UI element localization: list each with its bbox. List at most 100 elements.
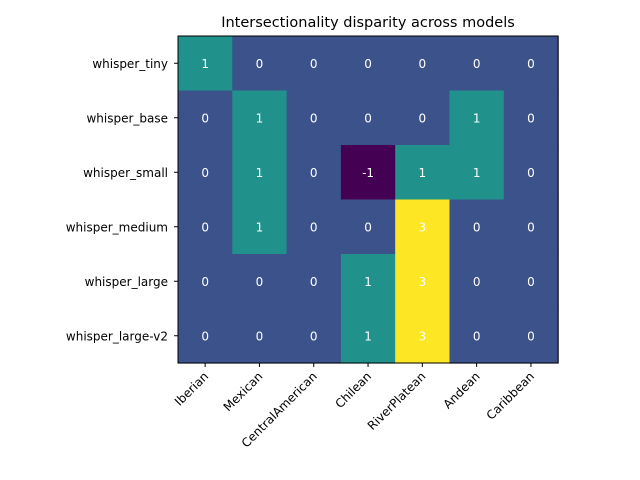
x-tick-label: Chilean — [332, 369, 374, 411]
heatmap-cell — [449, 308, 505, 364]
cell-value-label: 1 — [473, 111, 481, 125]
heatmap-cell — [503, 199, 559, 255]
heatmap-cell — [232, 145, 288, 201]
cell-value-label: 1 — [201, 57, 209, 71]
heatmap-cell — [178, 199, 233, 255]
cell-value-label: 1 — [473, 166, 481, 180]
heatmap-cell — [232, 308, 288, 364]
cell-value-label: 0 — [256, 57, 264, 71]
x-tick-label: Iberian — [172, 369, 211, 408]
cell-value-label: 0 — [201, 111, 209, 125]
y-tick-label: whisper_large — [85, 275, 168, 289]
heatmap-cell — [178, 36, 233, 92]
cell-value-label: 0 — [419, 111, 427, 125]
heatmap-cell — [503, 36, 559, 92]
heatmap-cells — [178, 36, 559, 364]
cell-value-labels: 1 0 0 0 0 0 0 0 1 0 0 0 1 0 0 1 0 -1 1 1 0 0 1 0 0 3 0 0 0 0 0 1 3 0 0 0 0 0 1… — [201, 57, 534, 344]
heatmap-cell — [178, 254, 233, 310]
cell-value-label: 0 — [201, 329, 209, 343]
heatmap-cell — [340, 308, 396, 364]
heatmap-cell — [340, 199, 396, 255]
cell-value-label: 0 — [527, 57, 535, 71]
cell-value-label: 0 — [527, 166, 535, 180]
heatmap-cell — [232, 199, 288, 255]
cell-value-label: 0 — [419, 57, 427, 71]
heatmap-cell — [503, 254, 559, 310]
cell-value-label: 0 — [310, 57, 318, 71]
heatmap-cell — [286, 254, 342, 310]
heatmap-cell — [178, 308, 233, 364]
y-tick-label: whisper_small — [83, 166, 168, 180]
cell-value-label: 0 — [527, 329, 535, 343]
heatmap-cell — [340, 254, 396, 310]
y-tick-label: whisper_large-v2 — [66, 329, 168, 343]
chart-title: Intersectionality disparity across model… — [221, 15, 515, 31]
cell-value-label: 0 — [473, 275, 481, 289]
heatmap-cell — [395, 199, 451, 255]
cell-value-label: 1 — [364, 329, 372, 343]
cell-value-label: 0 — [527, 111, 535, 125]
y-tick-label: whisper_base — [86, 111, 168, 125]
heatmap-cell — [503, 145, 559, 201]
x-tick-label: Andean — [440, 369, 482, 411]
cell-value-label: 0 — [201, 166, 209, 180]
cell-value-label: 0 — [310, 329, 318, 343]
cell-value-label: 3 — [419, 329, 427, 343]
cell-value-label: 0 — [364, 220, 372, 234]
heatmap-cell — [232, 90, 288, 146]
heatmap-cell — [395, 36, 451, 92]
heatmap-cell — [232, 36, 288, 92]
cell-value-label: 3 — [419, 220, 427, 234]
cell-value-label: 0 — [310, 275, 318, 289]
cell-value-label: 0 — [310, 111, 318, 125]
heatmap-cell — [286, 36, 342, 92]
cell-value-label: 0 — [364, 57, 372, 71]
heatmap-cell — [449, 36, 505, 92]
y-axis: whisper_tiny whisper_base whisper_smallwhi… — [66, 57, 178, 343]
heatmap-cell — [395, 90, 451, 146]
heatmap-cell — [178, 145, 233, 201]
cell-value-label: 1 — [419, 166, 427, 180]
y-tick-label: whisper_tiny — [92, 57, 168, 71]
x-tick-label: Caribbean — [484, 369, 537, 422]
cell-value-label: 0 — [256, 275, 264, 289]
heatmap-cell — [340, 145, 396, 201]
heatmap-cell — [503, 308, 559, 364]
cell-value-label: -1 — [362, 166, 374, 180]
x-tick-label: RiverPlatean — [365, 369, 429, 433]
heatmap-cell — [340, 90, 396, 146]
heatmap-cell — [503, 90, 559, 146]
x-tick-label: Mexican — [221, 369, 266, 414]
heatmap-cell — [286, 145, 342, 201]
heatmap-cell — [395, 308, 451, 364]
cell-value-label: 1 — [364, 275, 372, 289]
cell-value-label: 1 — [256, 220, 264, 234]
heatmap-cell — [340, 36, 396, 92]
heatmap-cell — [286, 199, 342, 255]
cell-value-label: 0 — [527, 220, 535, 234]
cell-value-label: 0 — [201, 220, 209, 234]
cell-value-label: 1 — [256, 111, 264, 125]
cell-value-label: 0 — [256, 329, 264, 343]
cell-value-label: 0 — [473, 220, 481, 234]
heatmap-cell — [449, 145, 505, 201]
heatmap-cell — [395, 254, 451, 310]
cell-value-label: 0 — [201, 275, 209, 289]
heatmap-cell — [395, 145, 451, 201]
cell-value-label: 0 — [473, 329, 481, 343]
cell-value-label: 0 — [310, 166, 318, 180]
heatmap-cell — [286, 90, 342, 146]
cell-value-label: 0 — [527, 275, 535, 289]
cell-value-label: 0 — [364, 111, 372, 125]
heatmap-cell — [232, 254, 288, 310]
cell-value-label: 1 — [256, 166, 264, 180]
cell-value-label: 0 — [473, 57, 481, 71]
y-tick-label: whisper_medium — [66, 220, 168, 234]
cell-value-label: 0 — [310, 220, 318, 234]
heatmap-cell — [178, 90, 233, 146]
heatmap-cell — [449, 90, 505, 146]
cell-value-label: 3 — [419, 275, 427, 289]
heatmap-cell — [449, 199, 505, 255]
